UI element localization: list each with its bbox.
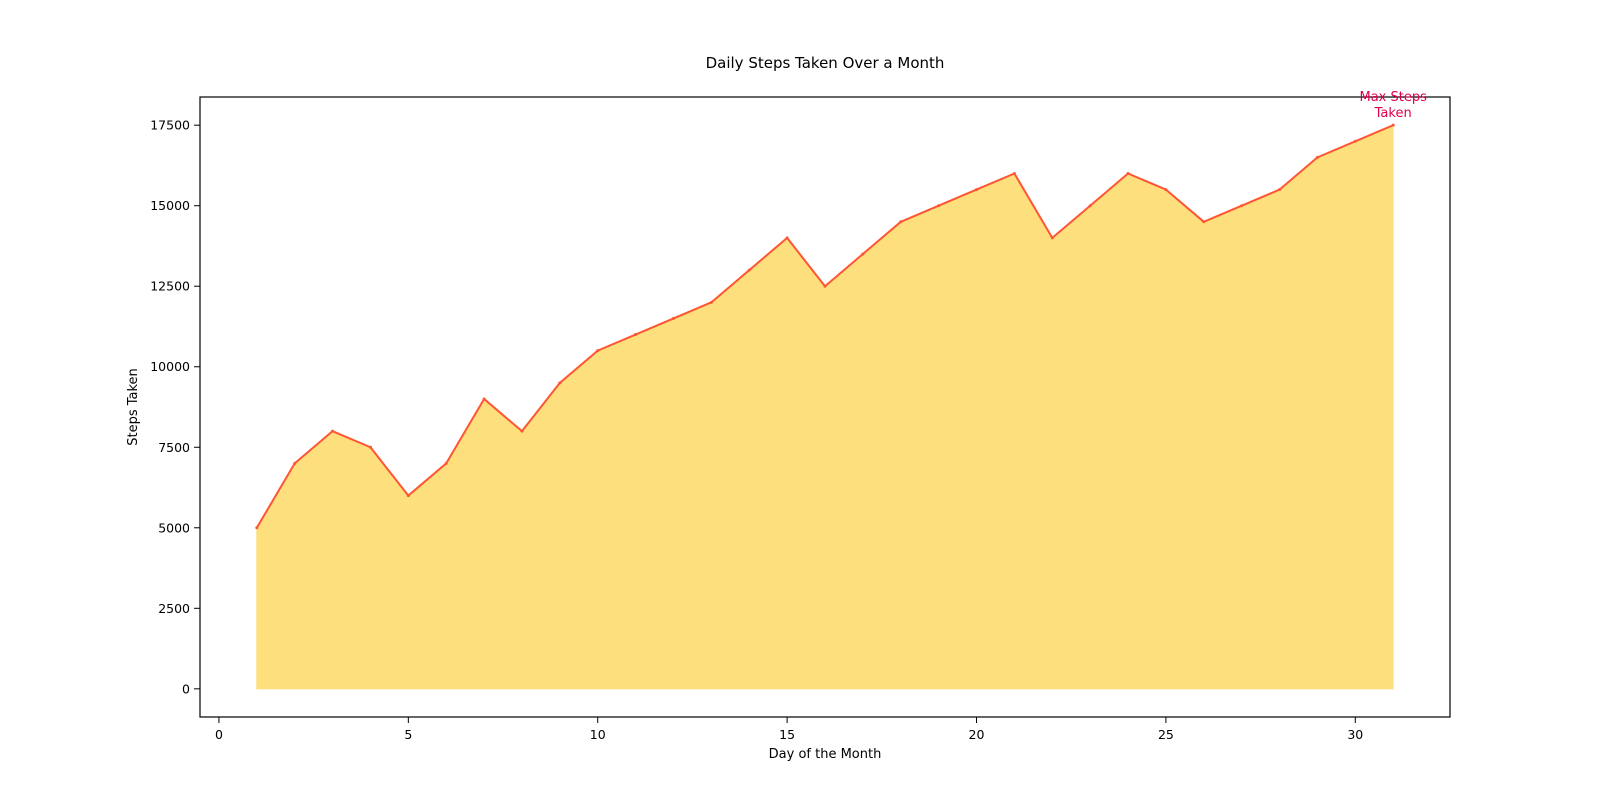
data-point (368, 445, 372, 449)
y-tick-label: 2500 (158, 601, 190, 616)
data-point (331, 429, 335, 433)
area-fill (256, 124, 1394, 690)
data-point (558, 381, 562, 385)
data-point (482, 397, 486, 401)
x-tick-label: 5 (404, 727, 412, 742)
data-point (975, 188, 979, 192)
x-tick-label: 30 (1347, 727, 1363, 742)
data-point (1050, 236, 1054, 240)
y-tick-label: 17500 (150, 118, 190, 133)
data-point (520, 429, 524, 433)
y-tick-label: 5000 (158, 520, 190, 535)
y-tick-label: 15000 (150, 198, 190, 213)
data-point (255, 526, 259, 530)
data-point (709, 300, 713, 304)
y-tick-label: 7500 (158, 440, 190, 455)
data-point (1240, 204, 1244, 208)
data-point (634, 333, 638, 337)
plot-frame (199, 96, 1451, 718)
data-point (1278, 188, 1282, 192)
data-point (899, 220, 903, 224)
plot-area: 0 5 10 15 20 25 30 0 2500 5000 7500 10000 12500 15000… (150, 90, 1451, 742)
data-point (1315, 155, 1319, 159)
data-point (785, 236, 789, 240)
data-point (1126, 171, 1130, 175)
data-point (1012, 171, 1016, 175)
data-point (1088, 204, 1092, 208)
data-point (747, 268, 751, 272)
x-tick-label: 20 (969, 727, 985, 742)
data-point (596, 349, 600, 353)
data-point (1353, 139, 1357, 143)
chart-title: Daily Steps Taken Over a Month (706, 54, 945, 72)
data-point (861, 252, 865, 256)
data-point (293, 461, 297, 465)
data-point (1391, 123, 1395, 127)
annotation-text: Taken (1374, 106, 1412, 121)
x-tick-label: 0 (215, 727, 223, 742)
annotation-text: Max Steps (1359, 90, 1427, 105)
data-point (444, 461, 448, 465)
y-tick-label: 10000 (150, 359, 190, 374)
x-tick-label: 25 (1158, 727, 1174, 742)
data-point (406, 494, 410, 498)
data-point (1164, 188, 1168, 192)
data-point (671, 316, 675, 320)
y-tick-label: 12500 (150, 279, 190, 294)
x-axis-label: Day of the Month (769, 747, 882, 762)
data-point (823, 284, 827, 288)
x-tick-label: 10 (590, 727, 606, 742)
data-point (1202, 220, 1206, 224)
y-axis-label: Steps Taken (126, 368, 141, 446)
data-point (937, 204, 941, 208)
y-tick-label: 0 (182, 681, 190, 696)
x-tick-label: 15 (779, 727, 795, 742)
